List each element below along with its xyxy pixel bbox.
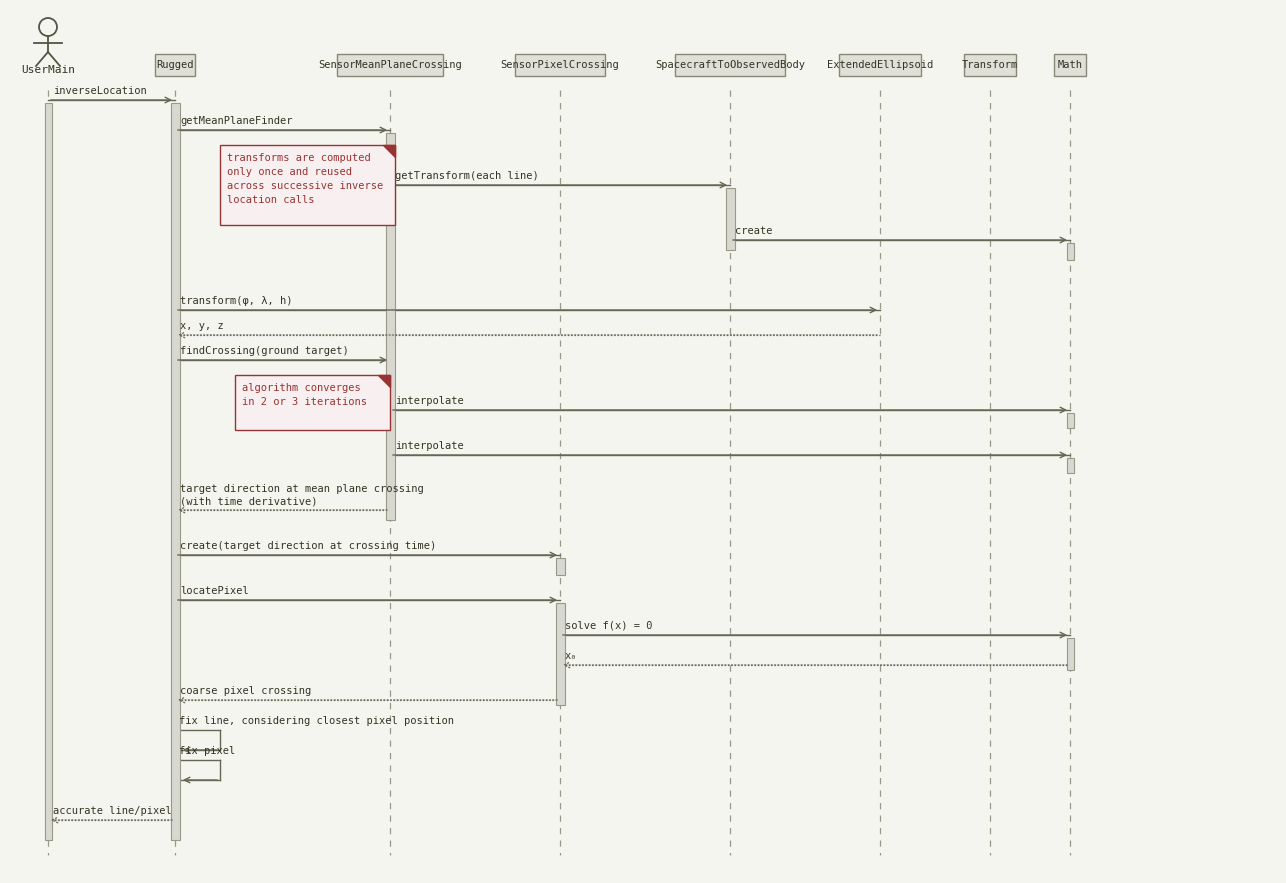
- Text: inverseLocation: inverseLocation: [53, 86, 147, 96]
- Bar: [556, 558, 565, 575]
- Text: fix line, considering closest pixel position: fix line, considering closest pixel posi…: [179, 716, 454, 726]
- Bar: [45, 103, 51, 840]
- Polygon shape: [378, 375, 390, 387]
- FancyBboxPatch shape: [514, 54, 604, 76]
- Text: fix pixel: fix pixel: [179, 746, 235, 756]
- Text: UserMain: UserMain: [21, 65, 75, 75]
- Text: Rugged: Rugged: [157, 60, 194, 70]
- Text: SensorPixelCrossing: SensorPixelCrossing: [500, 60, 620, 70]
- Text: ExtendedEllipsoid: ExtendedEllipsoid: [827, 60, 934, 70]
- FancyBboxPatch shape: [220, 145, 395, 225]
- Polygon shape: [383, 145, 395, 157]
- FancyBboxPatch shape: [964, 54, 1016, 76]
- Bar: [1066, 413, 1074, 428]
- Bar: [1066, 243, 1074, 260]
- Text: create: create: [736, 226, 773, 236]
- Text: target direction at mean plane crossing
(with time derivative): target direction at mean plane crossing …: [180, 485, 424, 506]
- Text: Math: Math: [1057, 60, 1083, 70]
- Text: findCrossing(ground target): findCrossing(ground target): [180, 346, 349, 356]
- Text: transform(φ, λ, h): transform(φ, λ, h): [180, 296, 292, 306]
- Text: interpolate: interpolate: [395, 396, 464, 406]
- Text: coarse pixel crossing: coarse pixel crossing: [180, 686, 311, 696]
- Bar: [725, 188, 734, 250]
- Text: SensorMeanPlaneCrossing: SensorMeanPlaneCrossing: [318, 60, 462, 70]
- Bar: [1066, 638, 1074, 670]
- Bar: [386, 133, 395, 520]
- Text: solve f(x) = 0: solve f(x) = 0: [565, 621, 652, 631]
- Text: Transform: Transform: [962, 60, 1019, 70]
- Text: locatePixel: locatePixel: [180, 586, 248, 596]
- FancyBboxPatch shape: [156, 54, 194, 76]
- Bar: [171, 103, 180, 840]
- Text: getMeanPlaneFinder: getMeanPlaneFinder: [180, 116, 292, 126]
- Text: x₀: x₀: [565, 651, 577, 661]
- Text: getTransform(each line): getTransform(each line): [395, 171, 539, 181]
- Bar: [556, 603, 565, 705]
- FancyBboxPatch shape: [838, 54, 921, 76]
- Text: accurate line/pixel: accurate line/pixel: [53, 806, 172, 816]
- FancyBboxPatch shape: [337, 54, 442, 76]
- FancyBboxPatch shape: [235, 375, 390, 430]
- Text: transforms are computed
only once and reused
across successive inverse
location : transforms are computed only once and re…: [228, 153, 383, 205]
- Text: SpacecraftToObservedBody: SpacecraftToObservedBody: [655, 60, 805, 70]
- Bar: [1066, 458, 1074, 473]
- Text: interpolate: interpolate: [395, 441, 464, 451]
- FancyBboxPatch shape: [1055, 54, 1085, 76]
- FancyBboxPatch shape: [675, 54, 784, 76]
- Text: create(target direction at crossing time): create(target direction at crossing time…: [180, 541, 436, 551]
- Text: algorithm converges
in 2 or 3 iterations: algorithm converges in 2 or 3 iterations: [242, 383, 367, 407]
- Text: x, y, z: x, y, z: [180, 321, 224, 331]
